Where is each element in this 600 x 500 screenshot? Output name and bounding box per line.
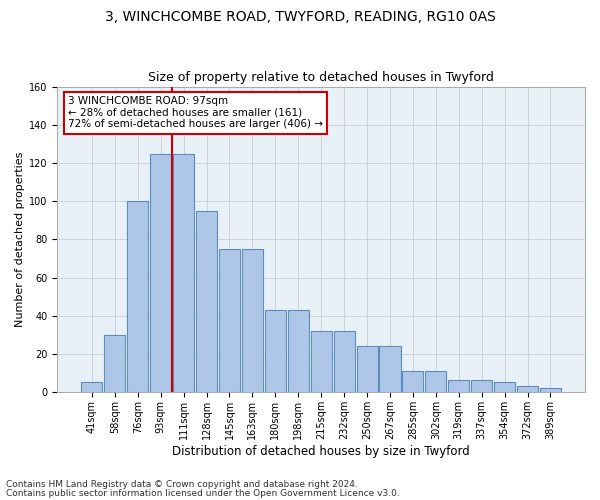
Bar xyxy=(265,310,286,392)
Text: Contains public sector information licensed under the Open Government Licence v3: Contains public sector information licen… xyxy=(6,490,400,498)
Bar xyxy=(288,310,309,392)
Bar xyxy=(196,211,217,392)
Y-axis label: Number of detached properties: Number of detached properties xyxy=(15,152,25,327)
Bar xyxy=(311,331,332,392)
Title: Size of property relative to detached houses in Twyford: Size of property relative to detached ho… xyxy=(148,72,494,85)
Bar xyxy=(494,382,515,392)
Bar xyxy=(471,380,492,392)
Bar xyxy=(517,386,538,392)
Text: 3, WINCHCOMBE ROAD, TWYFORD, READING, RG10 0AS: 3, WINCHCOMBE ROAD, TWYFORD, READING, RG… xyxy=(104,10,496,24)
Bar xyxy=(104,335,125,392)
Bar xyxy=(82,382,103,392)
Bar xyxy=(242,249,263,392)
Bar xyxy=(150,154,171,392)
Bar xyxy=(127,202,148,392)
Bar xyxy=(448,380,469,392)
Text: 3 WINCHCOMBE ROAD: 97sqm
← 28% of detached houses are smaller (161)
72% of semi-: 3 WINCHCOMBE ROAD: 97sqm ← 28% of detach… xyxy=(68,96,323,130)
X-axis label: Distribution of detached houses by size in Twyford: Distribution of detached houses by size … xyxy=(172,444,470,458)
Bar xyxy=(540,388,561,392)
Bar xyxy=(379,346,401,392)
Bar xyxy=(403,371,424,392)
Bar xyxy=(173,154,194,392)
Bar xyxy=(334,331,355,392)
Bar xyxy=(425,371,446,392)
Bar xyxy=(356,346,377,392)
Bar xyxy=(219,249,240,392)
Text: Contains HM Land Registry data © Crown copyright and database right 2024.: Contains HM Land Registry data © Crown c… xyxy=(6,480,358,489)
